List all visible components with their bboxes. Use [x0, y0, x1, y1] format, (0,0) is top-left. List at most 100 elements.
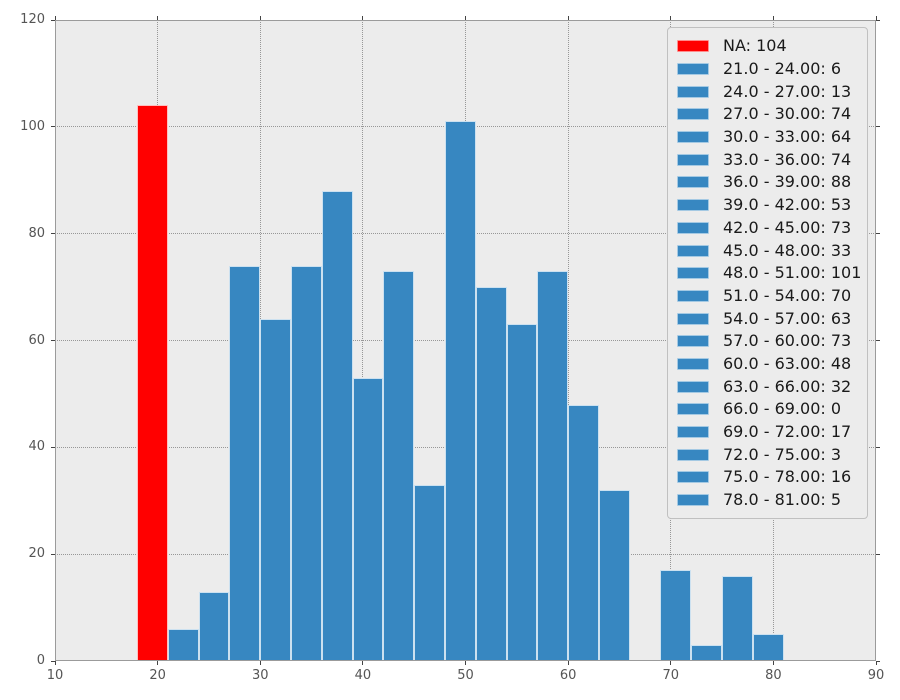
y-axis-tick: [51, 126, 55, 128]
legend-swatch: [677, 403, 709, 416]
y-axis-tick: [51, 553, 55, 555]
legend-label: 45.0 - 48.00: 33: [723, 240, 852, 260]
x-axis-tick: [465, 661, 466, 665]
histogram-bar: [537, 271, 569, 661]
y-tick-label: 120: [20, 12, 45, 27]
legend-item: 39.0 - 42.00: 53: [677, 194, 858, 217]
legend-swatch: [677, 131, 709, 144]
legend-swatch: [677, 63, 709, 76]
y-axis-tick: [876, 19, 880, 21]
legend-swatch: [677, 494, 709, 507]
y-tick-label: 60: [28, 332, 45, 348]
x-axis-tick: [465, 16, 466, 20]
legend-item: 33.0 - 36.00: 74: [677, 148, 858, 171]
legend-label: 39.0 - 42.00: 53: [723, 195, 852, 215]
histogram-bar: [321, 190, 353, 661]
y-axis-tick: [876, 126, 880, 128]
x-axis-tick: [567, 16, 569, 20]
x-tick-label: 70: [662, 668, 680, 683]
x-axis-tick: [772, 16, 774, 20]
legend-item: 45.0 - 48.00: 33: [677, 239, 858, 262]
legend-swatch: [677, 380, 709, 393]
legend-swatch: [677, 85, 709, 98]
legend-swatch: [677, 448, 709, 461]
legend-item: 36.0 - 39.00: 88: [677, 171, 858, 194]
histogram-bar: [475, 287, 507, 661]
histogram-bar: [691, 644, 723, 661]
legend-label: 30.0 - 33.00: 64: [723, 127, 852, 147]
x-tick-label: 60: [559, 668, 577, 683]
x-tick-label: 30: [251, 668, 269, 683]
legend-swatch: [677, 176, 709, 189]
x-axis-tick: [157, 16, 159, 20]
legend-item: 21.0 - 24.00: 6: [677, 58, 858, 81]
legend-label: NA: 104: [723, 36, 787, 56]
legend-item: 69.0 - 72.00: 17: [677, 421, 858, 444]
legend-swatch: [677, 221, 709, 234]
legend-item: 48.0 - 51.00: 101: [677, 262, 861, 285]
histogram-bar: [752, 634, 784, 661]
legend-item: 24.0 - 27.00: 13: [677, 80, 858, 103]
legend-item: 72.0 - 75.00: 3: [677, 443, 858, 466]
y-axis-tick: [51, 233, 55, 235]
x-tick-label: 10: [46, 668, 64, 683]
legend-label: 33.0 - 36.00: 74: [723, 149, 852, 169]
x-axis-tick: [54, 16, 56, 20]
histogram-bar: [568, 404, 599, 661]
histogram-bar: [383, 271, 415, 661]
x-axis-tick: [362, 16, 364, 20]
legend-label: 42.0 - 45.00: 73: [723, 217, 852, 237]
legend-label: 63.0 - 66.00: 32: [723, 376, 852, 396]
legend-label: 51.0 - 54.00: 70: [723, 285, 852, 305]
legend-item: 54.0 - 57.00: 63: [677, 307, 858, 330]
legend-item: 57.0 - 60.00: 73: [677, 330, 858, 353]
x-tick-label: 90: [867, 668, 885, 683]
legend-item: 75.0 - 78.00: 16: [677, 466, 858, 489]
x-axis-tick: [259, 661, 261, 665]
x-axis-tick: [670, 16, 672, 20]
y-axis-tick: [51, 446, 55, 448]
legend-swatch: [677, 267, 709, 280]
histogram-bar: [167, 628, 199, 661]
legend-item: 42.0 - 45.00: 73: [677, 217, 858, 240]
y-tick-label: 80: [28, 225, 45, 241]
histogram-bar: [229, 265, 261, 661]
histogram-bar: [352, 377, 384, 661]
legend: NA: 104 21.0 - 24.00: 6 24.0 - 27.00: 13 27…: [667, 27, 868, 520]
x-tick-label: 50: [457, 668, 474, 683]
x-tick-label: 80: [765, 668, 782, 683]
legend-swatch: [677, 426, 709, 439]
x-tick-label: 40: [354, 668, 372, 683]
legend-swatch: [677, 335, 709, 348]
legend-swatch: [677, 312, 709, 325]
legend-label: 57.0 - 60.00: 73: [723, 331, 852, 351]
histogram-bar: [198, 591, 230, 661]
legend-label: 60.0 - 63.00: 48: [723, 353, 852, 373]
x-axis-tick: [157, 661, 159, 665]
legend-item: 27.0 - 30.00: 74: [677, 103, 858, 126]
histogram-bar: [506, 324, 538, 661]
legend-item: 66.0 - 69.00: 0: [677, 398, 858, 421]
y-axis-tick: [876, 660, 880, 662]
y-axis-tick: [876, 446, 880, 448]
legend-label: 78.0 - 81.00: 5: [723, 490, 842, 510]
y-axis-tick: [876, 233, 880, 235]
histogram-bar: [598, 490, 630, 661]
legend-label: 54.0 - 57.00: 63: [723, 308, 852, 328]
legend-swatch: [677, 199, 709, 212]
y-axis-tick: [876, 553, 880, 555]
legend-swatch: [677, 289, 709, 302]
legend-swatch: [677, 40, 709, 53]
y-axis-tick: [51, 19, 55, 21]
x-axis-tick: [54, 661, 56, 665]
x-axis-tick: [670, 661, 672, 665]
legend-label: 75.0 - 78.00: 16: [723, 467, 852, 487]
legend-item: 51.0 - 54.00: 70: [677, 285, 858, 308]
x-axis-tick: [362, 661, 364, 665]
legend-label: 36.0 - 39.00: 88: [723, 172, 852, 192]
legend-label: 72.0 - 75.00: 3: [723, 444, 842, 464]
legend-swatch: [677, 153, 709, 166]
legend-label: 69.0 - 72.00: 17: [723, 422, 852, 442]
legend-swatch: [677, 357, 709, 370]
